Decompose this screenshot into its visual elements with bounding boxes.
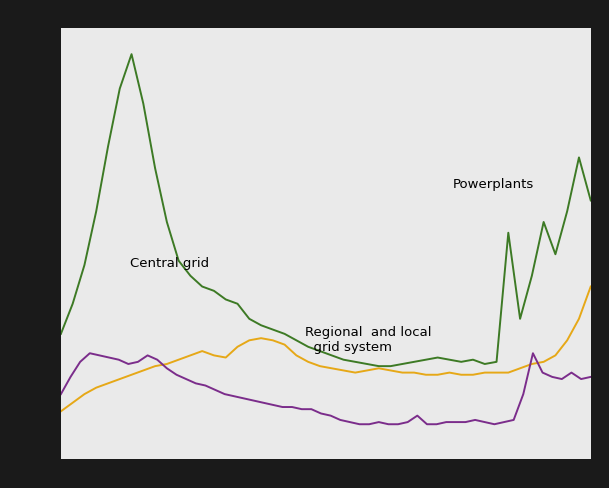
Text: Powerplants: Powerplants <box>453 177 534 190</box>
Text: Central grid: Central grid <box>130 257 209 270</box>
Text: Regional  and local
  grid system: Regional and local grid system <box>304 325 431 353</box>
